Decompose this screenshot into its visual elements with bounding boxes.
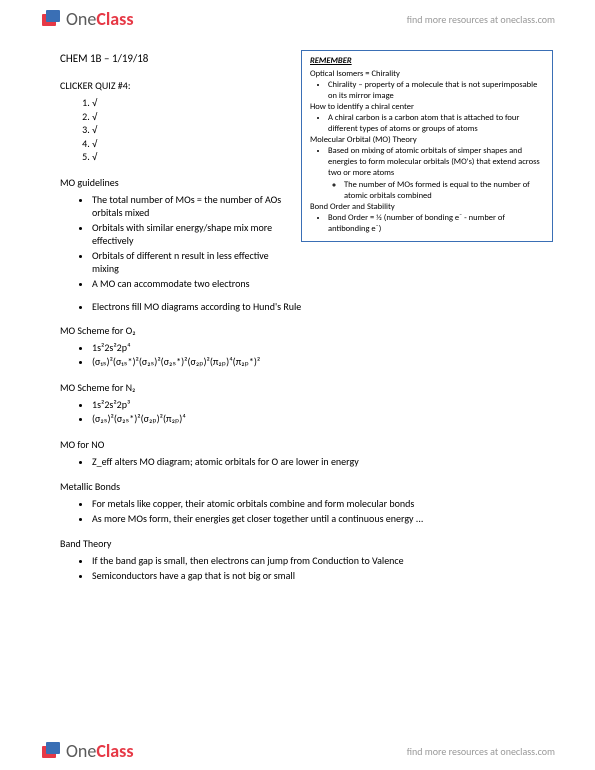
document-body: REMEMBER Optical Isomers = Chirality Chi… (0, 34, 595, 604)
section-title: Band Theory (60, 537, 545, 550)
mo-guidelines-list: The total number of MOs = the number of … (60, 193, 290, 291)
list-item: 1s²2s²2p³ (92, 398, 545, 412)
section-title: MO guidelines (60, 176, 290, 189)
no-section: MO for NO Z_eff alters MO diagram; atomi… (60, 438, 545, 469)
list-item: Based on mixing of atomic orbitals of si… (328, 146, 544, 201)
quiz-label: CLICKER QUIZ #4: (60, 79, 290, 92)
n2-section: MO Scheme for N₂ 1s²2s²2p³ (σ₂ₛ)²(σ₂ₛ*)²… (60, 381, 545, 426)
list-item: For metals like copper, their atomic orb… (92, 497, 545, 511)
list-item: 1s²2s²2p⁴ (92, 341, 545, 355)
list-item: Orbitals with similar energy/shape mix m… (92, 221, 290, 248)
metallic-section: Metallic Bonds For metals like copper, t… (60, 480, 545, 525)
list-item: √ (92, 150, 290, 164)
section-title: Metallic Bonds (60, 480, 545, 493)
list-item: √ (92, 123, 290, 137)
quiz-list: √ √ √ √ √ (60, 96, 290, 164)
list-item: Bond Order = ½ (number of bonding e⁻ - n… (328, 213, 544, 235)
logo-word1: One (66, 740, 96, 762)
remember-title: REMEMBER (310, 56, 544, 67)
logo-icon (40, 8, 62, 30)
list-item: Semiconductors have a gap that is not bi… (92, 569, 545, 583)
list-item: Electrons fill MO diagrams according to … (92, 300, 545, 314)
remember-list: A chiral carbon is a carbon atom that is… (310, 113, 544, 135)
list-item: √ (92, 137, 290, 151)
list-text: Based on mixing of atomic orbitals of si… (328, 146, 540, 178)
logo-word1: One (66, 8, 96, 30)
footer: OneClass find more resources at oneclass… (0, 732, 595, 766)
list-item: Orbitals of different n result in less e… (92, 249, 290, 276)
list-item: (σ₂ₛ)²(σ₂ₛ*)²(σ₂ₚ)²(π₂ₚ)⁴ (92, 412, 545, 426)
section-title: MO Scheme for N₂ (60, 381, 545, 394)
left-column: CLICKER QUIZ #4: √ √ √ √ √ MO guidelines… (60, 79, 290, 290)
list-item: The number of MOs formed is equal to the… (344, 180, 544, 202)
logo-text: OneClass (66, 8, 134, 30)
remember-line: How to identify a chiral center (310, 102, 544, 113)
remember-list: Chirality – property of a molecule that … (310, 80, 544, 102)
footer-tagline: find more resources at oneclass.com (407, 745, 555, 758)
o2-section: MO Scheme for O₂ 1s²2s²2p⁴ (σ₁ₛ)²(σ₁ₛ*)²… (60, 324, 545, 369)
remember-line: Optical Isomers = Chirality (310, 69, 544, 80)
section-title: MO Scheme for O₂ (60, 324, 545, 337)
logo-text: OneClass (66, 740, 134, 762)
remember-box: REMEMBER Optical Isomers = Chirality Chi… (301, 50, 553, 242)
n2-list: 1s²2s²2p³ (σ₂ₛ)²(σ₂ₛ*)²(σ₂ₚ)²(π₂ₚ)⁴ (60, 398, 545, 426)
list-item: √ (92, 96, 290, 110)
remember-line: Bond Order and Stability (310, 202, 544, 213)
list-item: Chirality – property of a molecule that … (328, 80, 544, 102)
metallic-list: For metals like copper, their atomic orb… (60, 497, 545, 525)
header: OneClass find more resources at oneclass… (0, 0, 595, 34)
section-title: MO for NO (60, 438, 545, 451)
logo: OneClass (40, 8, 134, 30)
list-item: (σ₁ₛ)²(σ₁ₛ*)²(σ₂ₛ)²(σ₂ₛ*)²(σ₂ₚ)²(π₂ₚ)⁴(π… (92, 355, 545, 369)
band-list: If the band gap is small, then electrons… (60, 554, 545, 582)
remember-line: Molecular Orbital (MO) Theory (310, 135, 544, 146)
list-item: The total number of MOs = the number of … (92, 193, 290, 220)
logo: OneClass (40, 740, 134, 762)
header-tagline: find more resources at oneclass.com (407, 13, 555, 26)
logo-word2: Class (96, 8, 133, 30)
mo-guidelines-list-wide: Electrons fill MO diagrams according to … (60, 300, 545, 314)
band-section: Band Theory If the band gap is small, th… (60, 537, 545, 582)
logo-word2: Class (96, 740, 133, 762)
list-item: As more MOs form, their energies get clo… (92, 512, 545, 526)
list-item: If the band gap is small, then electrons… (92, 554, 545, 568)
remember-list: Bond Order = ½ (number of bonding e⁻ - n… (310, 213, 544, 235)
logo-icon (40, 740, 62, 762)
list-item: A MO can accommodate two electrons (92, 277, 290, 291)
remember-sublist: The number of MOs formed is equal to the… (328, 180, 544, 202)
list-item: √ (92, 110, 290, 124)
list-item: A chiral carbon is a carbon atom that is… (328, 113, 544, 135)
no-list: Z_eff alters MO diagram; atomic orbitals… (60, 455, 545, 469)
o2-list: 1s²2s²2p⁴ (σ₁ₛ)²(σ₁ₛ*)²(σ₂ₛ)²(σ₂ₛ*)²(σ₂ₚ… (60, 341, 545, 369)
list-item: Z_eff alters MO diagram; atomic orbitals… (92, 455, 545, 469)
remember-list: Based on mixing of atomic orbitals of si… (310, 146, 544, 201)
